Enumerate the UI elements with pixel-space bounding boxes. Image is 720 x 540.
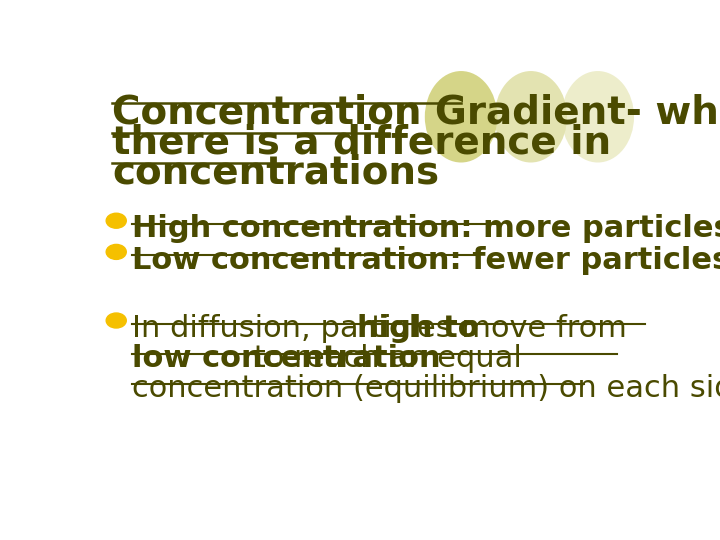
Text: low concentration: low concentration	[132, 344, 441, 373]
Text: there is a difference in: there is a difference in	[112, 124, 611, 162]
Ellipse shape	[425, 71, 498, 163]
Circle shape	[106, 245, 126, 259]
Text: concentration (equilibrium) on each side.: concentration (equilibrium) on each side…	[132, 374, 720, 403]
Text: Concentration Gradient- when: Concentration Gradient- when	[112, 94, 720, 132]
Text: In diffusion, particles move from: In diffusion, particles move from	[132, 314, 636, 343]
Text: High concentration: more particles: High concentration: more particles	[132, 214, 720, 244]
Text: Low concentration: fewer particles: Low concentration: fewer particles	[132, 246, 720, 275]
Ellipse shape	[562, 71, 634, 163]
Text: to reach an equal: to reach an equal	[244, 344, 522, 373]
Text: high to: high to	[356, 314, 478, 343]
Ellipse shape	[495, 71, 567, 163]
Circle shape	[106, 213, 126, 228]
Circle shape	[106, 313, 126, 328]
Text: concentrations: concentrations	[112, 154, 439, 192]
